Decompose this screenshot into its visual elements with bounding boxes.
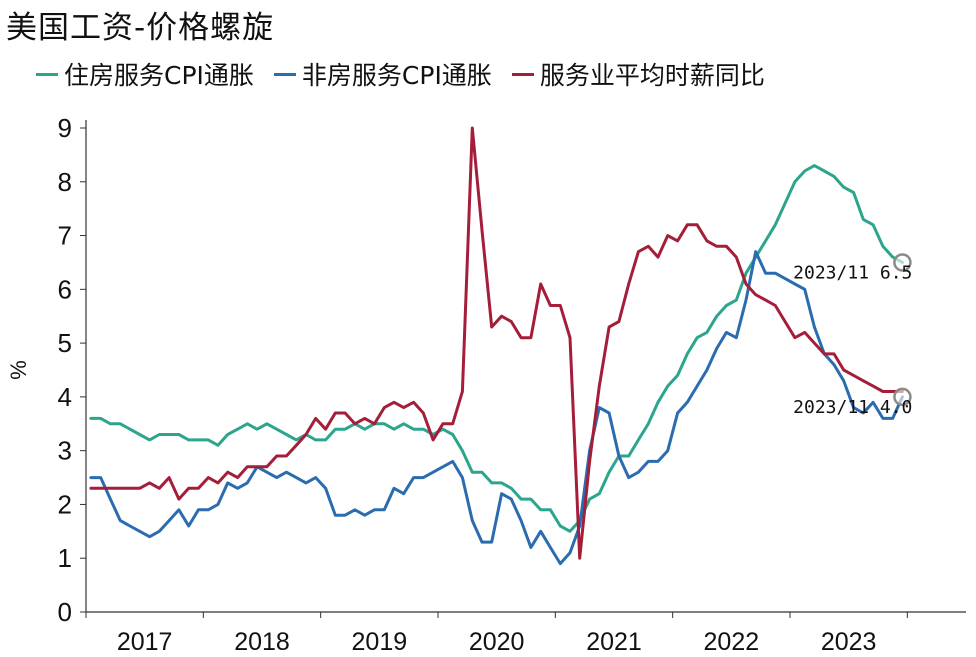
- y-tick-label-6: 6: [58, 274, 72, 304]
- x-tick-label-2020: 2020: [469, 628, 525, 656]
- series-line-0: [89, 164, 904, 533]
- y-tick-label-9: 9: [58, 113, 72, 143]
- chart-title: 美国工资-价格螺旋: [6, 10, 275, 46]
- annotation-0: 2023/11 6.5: [793, 262, 912, 283]
- legend-swatch-nonhousing: [273, 72, 296, 76]
- y-tick-label-8: 8: [58, 167, 72, 197]
- y-tick-label-2: 2: [58, 489, 72, 519]
- end-marker-1: [893, 387, 912, 407]
- y-tick-label-7: 7: [58, 221, 72, 251]
- x-tick-label-2017: 2017: [117, 628, 173, 656]
- x-tick-label-2018: 2018: [234, 628, 290, 656]
- x-tick-label-2021: 2021: [586, 628, 642, 656]
- legend-swatch-housing: [36, 72, 58, 76]
- chart-legend: 住房服务CPI通胀 非房服务CPI通胀 服务业平均时薪同比: [36, 56, 765, 92]
- legend-item-nonhousing: 非房服务CPI通胀: [273, 56, 492, 92]
- y-tick-label-1: 1: [58, 543, 72, 573]
- x-tick-label-2019: 2019: [352, 628, 408, 656]
- y-tick-label-3: 3: [58, 436, 72, 466]
- y-axis-label: %: [6, 360, 31, 380]
- series-line-1: [89, 250, 904, 566]
- legend-swatch-wages: [511, 72, 534, 76]
- legend-item-housing: 住房服务CPI通胀: [36, 56, 254, 92]
- y-tick-label-5: 5: [58, 328, 72, 358]
- y-tick-label-4: 4: [58, 382, 72, 412]
- x-tick-label-2022: 2022: [704, 628, 760, 656]
- legend-label-nonhousing: 非房服务CPI通胀: [301, 61, 492, 90]
- y-tick-label-0: 0: [58, 597, 72, 627]
- legend-label-housing: 住房服务CPI通胀: [64, 61, 254, 90]
- series-line-2: [89, 126, 904, 560]
- legend-label-wages: 服务业平均时薪同比: [539, 61, 765, 90]
- legend-item-wages: 服务业平均时薪同比: [511, 56, 765, 92]
- end-marker-0: [893, 253, 912, 272]
- x-tick-label-2023: 2023: [821, 628, 877, 656]
- annotation-1: 2023/11 4.0: [793, 397, 912, 418]
